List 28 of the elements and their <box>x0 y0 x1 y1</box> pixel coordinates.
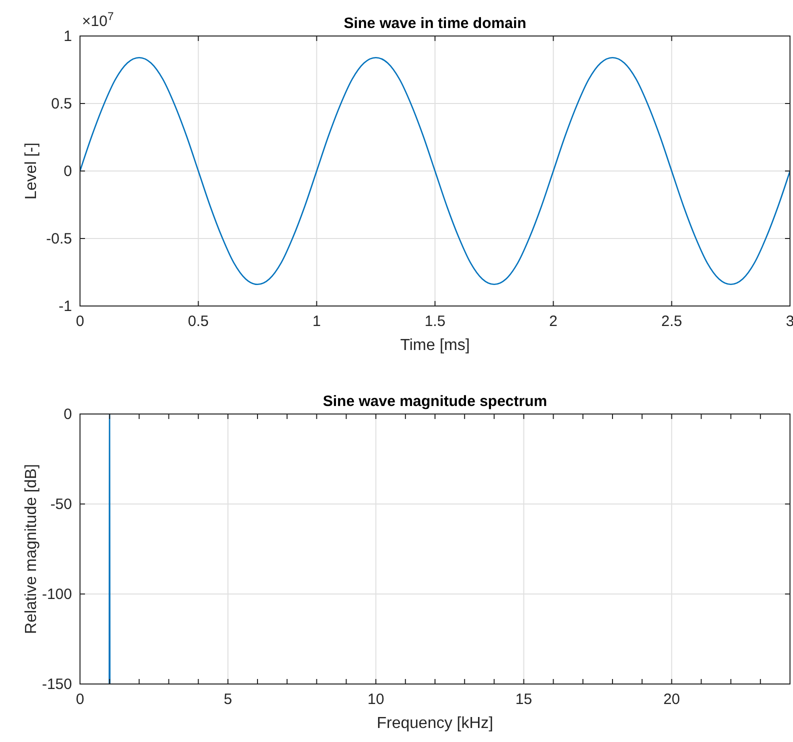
x-tick-label: 15 <box>515 691 532 708</box>
x-tick-label: 1.5 <box>424 313 446 330</box>
x-tick-label: 0 <box>76 691 84 708</box>
y-axis-title: Level [-] <box>23 142 40 200</box>
x-tick-label: 20 <box>663 691 680 708</box>
y-tick-label: 0 <box>64 406 72 423</box>
x-tick-label: 10 <box>367 691 384 708</box>
y-tick-label: 0.5 <box>51 96 72 112</box>
chart-title: Sine wave magnitude spectrum <box>322 393 548 410</box>
y-tick-label: -100 <box>42 586 72 603</box>
y-tick-label: -1 <box>58 298 72 315</box>
y-axis-title: Relative magnitude [dB] <box>23 464 40 634</box>
y-tick-label: -150 <box>42 676 72 693</box>
x-tick-label: 0.5 <box>188 313 209 330</box>
y-tick-label: -50 <box>50 496 72 513</box>
line-series <box>79 56 791 286</box>
x-tick-label: 2 <box>549 313 558 330</box>
text: ×10$^{7}$ <box>82 11 114 30</box>
x-tick-label: 5 <box>224 691 232 708</box>
x-tick-label: 0 <box>76 313 84 330</box>
y-tick-label: -0.5 <box>46 230 72 248</box>
x-tick-label: 2.5 <box>661 313 682 330</box>
y-tick-label: 1 <box>64 28 72 45</box>
x-axis-title: Time [ms] <box>400 337 470 354</box>
y-tick-label: 0 <box>64 163 72 180</box>
x-tick-label: 1 <box>312 313 321 330</box>
chart-title: Sine wave in time domain <box>344 15 526 32</box>
x-axis-title: Frequency [kHz] <box>376 715 494 732</box>
